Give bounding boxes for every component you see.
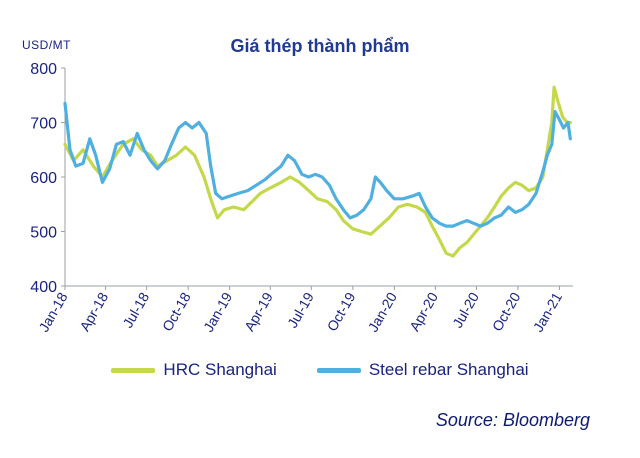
source-note: Source: Bloomberg [435,410,590,430]
legend-swatch-hrc [111,367,156,373]
series-line-1 [63,101,572,228]
chart-title: Giá thép thành phẩm [230,36,410,56]
x-tick-label: Apr-18 [76,289,111,334]
x-tick-label: Apr-19 [241,289,276,334]
x-tick-label: Jul-18 [119,289,152,330]
x-tick-label: Jan-21 [530,289,565,334]
y-tick-label: 800 [30,61,57,78]
legend: HRC Shanghai Steel rebar Shanghai [0,360,640,380]
y-tick-label: 700 [30,116,57,133]
x-tick-label: Jan-18 [35,289,70,334]
x-tick-label: Oct-20 [489,289,524,334]
x-tick-label: Jul-20 [449,289,482,330]
legend-label-rebar: Steel rebar Shanghai [368,360,529,379]
x-tick-label: Jul-19 [284,289,317,330]
x-tick-label: Apr-20 [406,289,441,334]
legend-label-hrc: HRC Shanghai [163,360,277,379]
y-tick-label: 400 [30,279,57,296]
y-tick-label: 600 [30,170,57,187]
y-unit-label: USD/MT [22,38,71,52]
x-tick-label: Jan-19 [200,289,235,334]
x-tick-label: Oct-18 [159,289,194,334]
series-layer [63,85,572,258]
x-tick-label: Oct-19 [324,289,359,334]
legend-swatch-rebar [316,367,361,373]
series-line-0 [63,85,572,258]
x-axis: Jan-18 Apr-18 Jul-18 Oct-18 Jan-19 Apr-19 Jul-… [35,285,573,335]
y-tick-label: 500 [30,225,57,242]
y-axis: 400 500 600 700 800 [30,61,66,296]
legend-item-hrc: HRC Shanghai [111,360,277,380]
legend-item-rebar: Steel rebar Shanghai [316,360,529,380]
x-tick-label: Jan-20 [365,289,400,334]
